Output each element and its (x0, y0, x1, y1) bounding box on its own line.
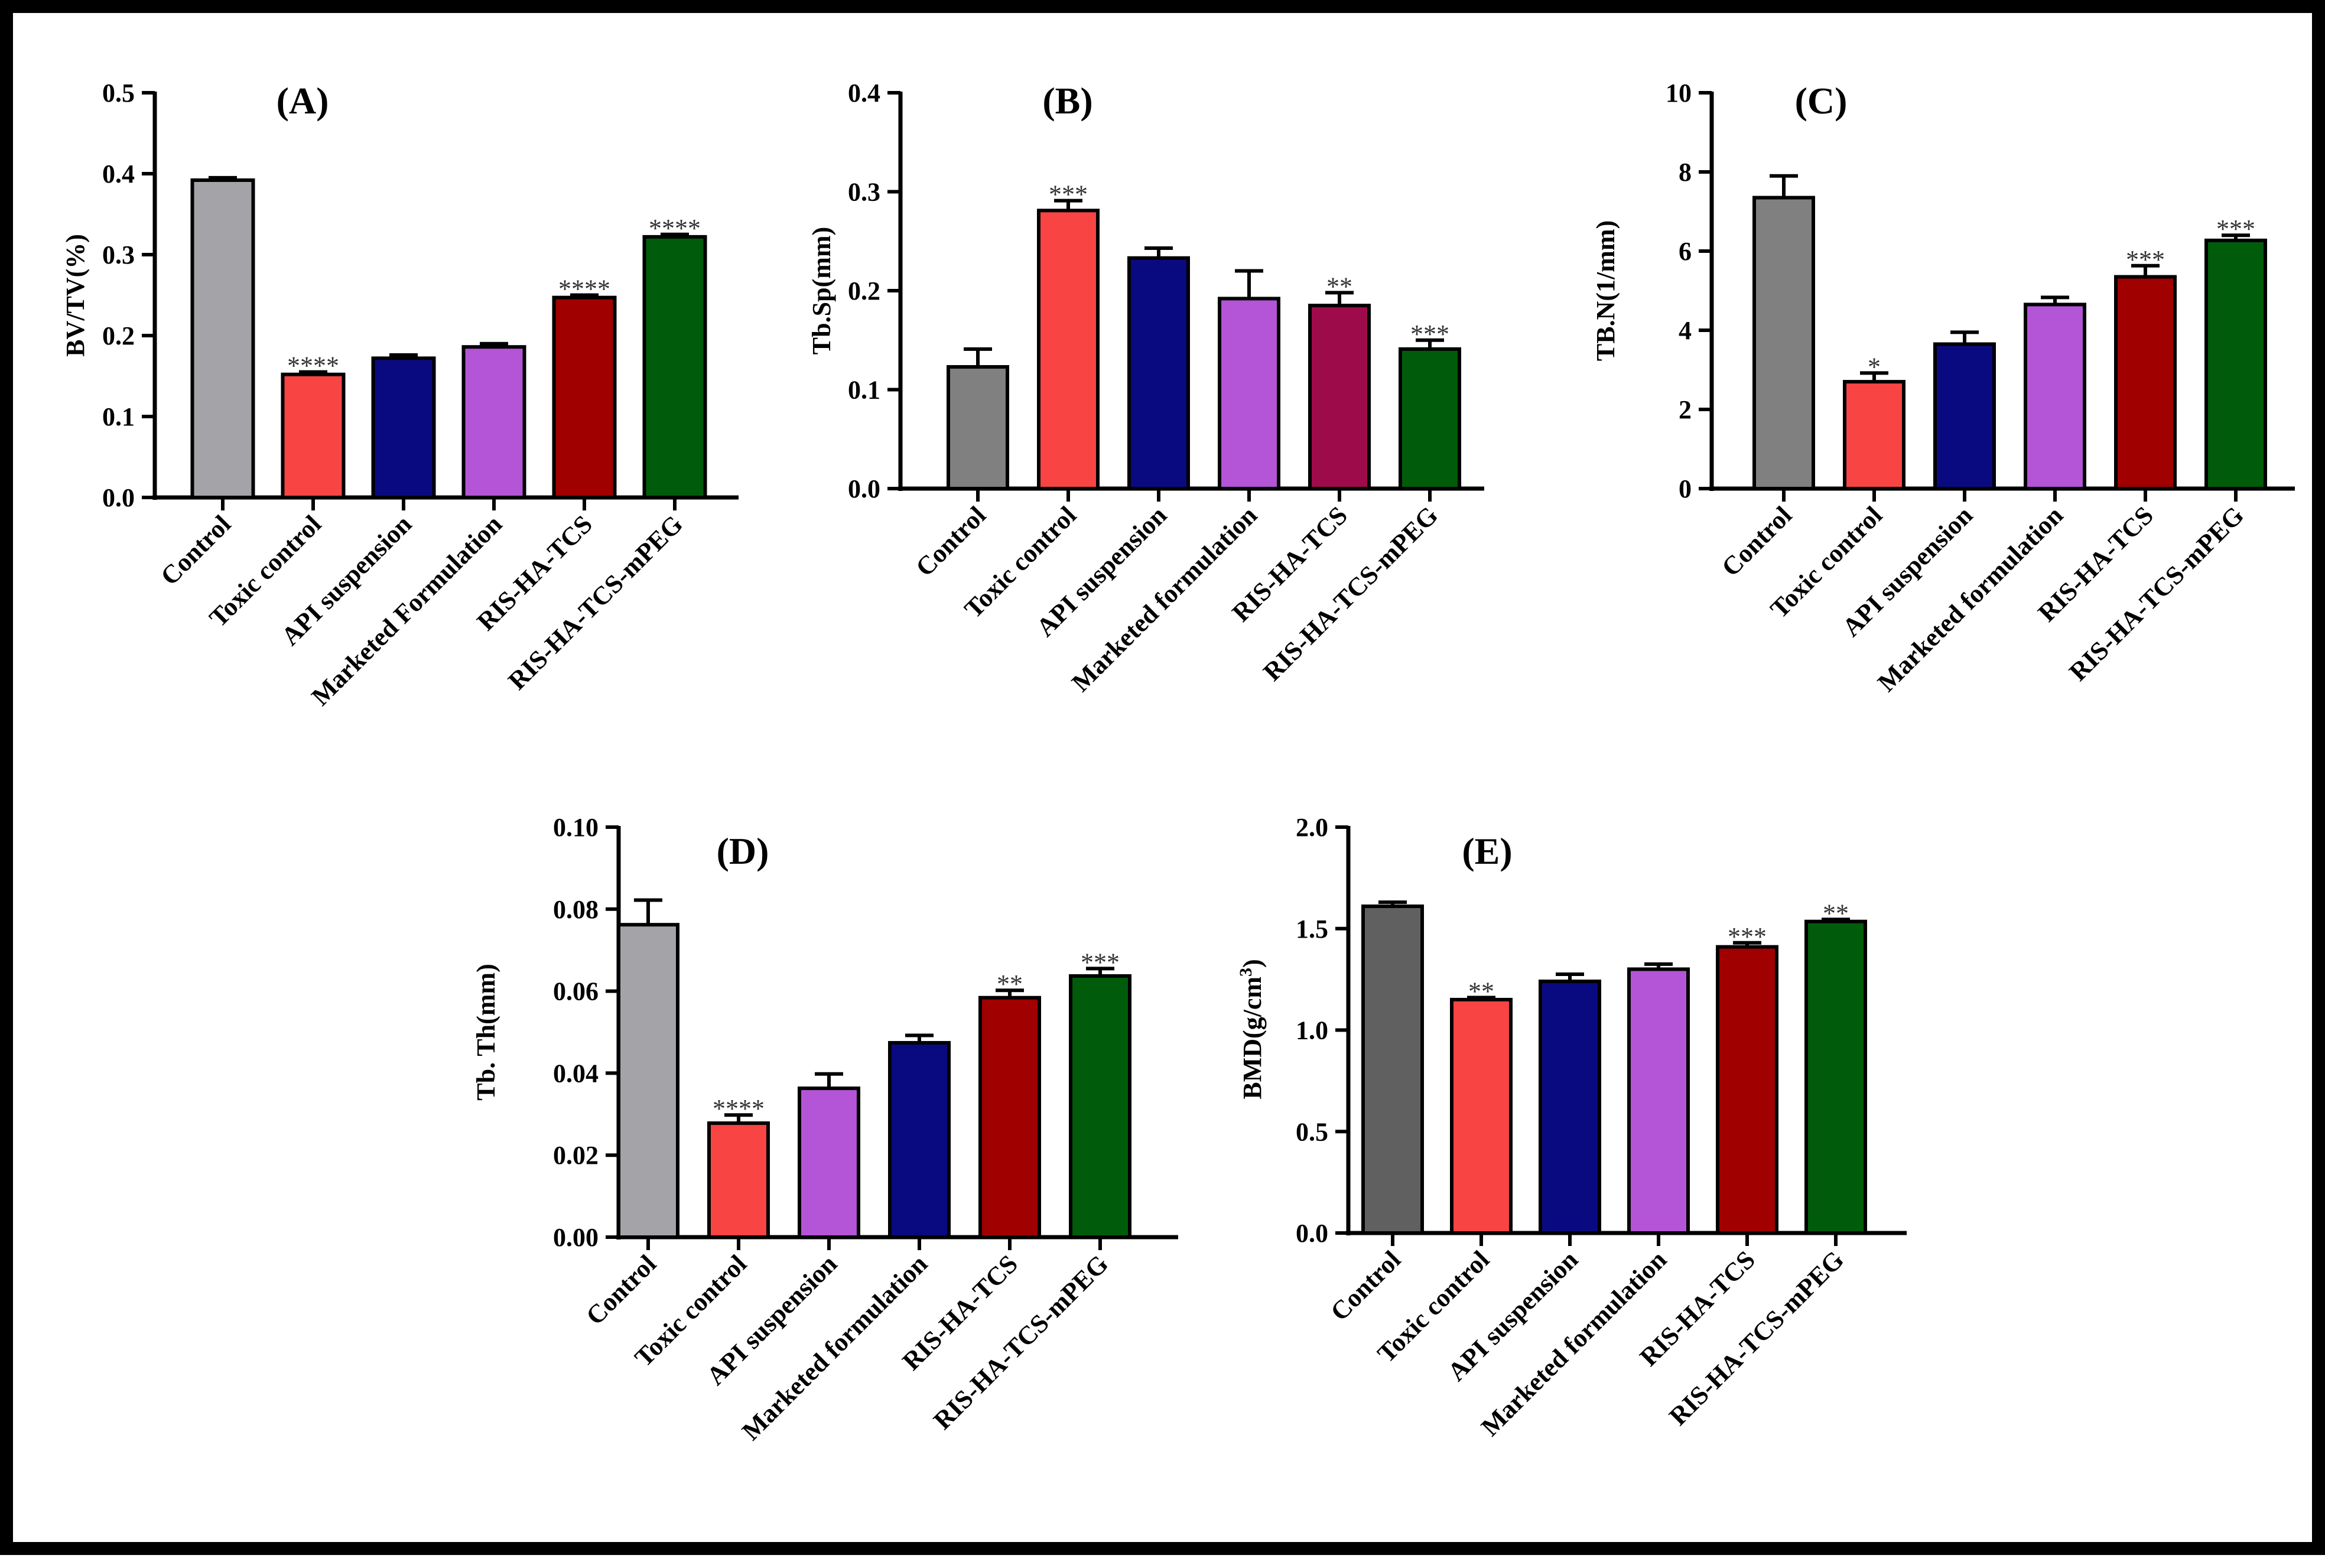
y-tick-label: 0.10 (553, 813, 599, 842)
y-axis-label: TB.N(1/mm) (1591, 220, 1620, 361)
y-axis-label: Tb.Sp(mm) (807, 227, 836, 354)
y-tick-label: 0.5 (102, 79, 135, 108)
y-tick-label: 0.5 (1296, 1117, 1328, 1146)
y-tick-label: 0.0 (848, 474, 880, 503)
bar (798, 1086, 860, 1239)
y-tick-label: 0.3 (848, 178, 880, 207)
bar (552, 295, 617, 499)
significance-marker: **** (713, 1094, 765, 1123)
significance-marker: *** (2126, 245, 2165, 274)
bar (1539, 980, 1601, 1235)
significance-marker: ** (1823, 899, 1849, 928)
y-tick-label: 1.5 (1296, 915, 1328, 944)
y-tick-label: 0.00 (553, 1223, 599, 1252)
significance-marker: ** (997, 970, 1023, 998)
significance-marker: *** (1728, 922, 1767, 951)
bar (1627, 967, 1690, 1235)
y-tick-label: 0.4 (848, 79, 880, 108)
panel-title: (E) (1462, 830, 1512, 872)
y-tick-label: 0 (1679, 474, 1692, 503)
chart-b: 0.00.10.20.30.4Tb.Sp(mm)(B)Control***Tox… (807, 79, 1484, 697)
y-tick-label: 0.3 (102, 240, 135, 269)
bar (1752, 196, 1815, 490)
y-tick-label: 0.2 (848, 276, 880, 305)
y-axis-label: BMD(g/cm3) (1236, 959, 1267, 1099)
bar (1361, 904, 1424, 1235)
bar (371, 356, 436, 499)
significance-marker: **** (649, 214, 701, 243)
y-axis-label: BV/TV(%) (61, 234, 90, 357)
y-tick-label: 1.0 (1296, 1016, 1328, 1045)
y-tick-label: 2 (1679, 395, 1692, 424)
x-tick-label: RIS-HA-TCS-mPEG (1663, 1245, 1849, 1431)
significance-marker: *** (1410, 320, 1449, 349)
y-tick-label: 0.1 (102, 402, 135, 431)
bar (461, 345, 526, 499)
bar (1804, 919, 1867, 1235)
significance-marker: ** (1468, 977, 1494, 1006)
y-tick-label: 2.0 (1296, 813, 1328, 842)
y-tick-label: 0.1 (848, 376, 880, 405)
y-tick-label: 0.02 (553, 1141, 599, 1170)
significance-marker: *** (1049, 180, 1088, 209)
bar (1308, 304, 1371, 490)
bar (1218, 297, 1280, 490)
y-tick-label: 10 (1666, 79, 1692, 108)
panel-title: (C) (1795, 80, 1848, 122)
y-tick-label: 0.2 (102, 321, 135, 350)
significance-marker: ** (1326, 272, 1352, 301)
panel-title: (B) (1042, 80, 1092, 122)
y-axis-label-superscript: 3 (1236, 968, 1256, 977)
y-tick-label: 0.4 (102, 160, 135, 188)
y-axis-label: Tb. Th(mm) (471, 964, 500, 1100)
bar (2024, 302, 2086, 490)
chart-e: 0.00.51.01.52.0BMD(g/cm3)(E)Control**Tox… (1236, 813, 1907, 1442)
significance-marker: **** (558, 275, 610, 304)
bar (281, 372, 346, 500)
y-tick-label: 0.08 (553, 895, 599, 924)
significance-marker: **** (287, 352, 339, 380)
panel-title: (D) (717, 830, 769, 872)
bar (617, 923, 679, 1239)
y-tick-label: 8 (1679, 158, 1692, 187)
bar (1843, 380, 1905, 490)
significance-marker: *** (2216, 214, 2255, 243)
significance-marker: * (1868, 352, 1881, 381)
bar (1399, 347, 1461, 491)
bar (642, 235, 707, 499)
chart-a: 0.00.10.20.30.40.5BV/TV(%)(A)Control****… (61, 79, 739, 711)
bar (888, 1041, 951, 1239)
y-tick-label: 6 (1679, 237, 1692, 266)
y-tick-label: 0.04 (553, 1059, 599, 1088)
y-axis-label-suffix: ) (1238, 959, 1267, 968)
x-tick-label: Control (1325, 1245, 1406, 1326)
bar (1450, 997, 1513, 1235)
bar (2114, 275, 2177, 490)
y-tick-label: 0.0 (1296, 1219, 1328, 1248)
bar (190, 178, 255, 499)
bar (707, 1121, 770, 1239)
bar (1716, 945, 1778, 1235)
bar (1037, 209, 1100, 490)
significance-marker: *** (1081, 948, 1120, 977)
y-tick-label: 4 (1679, 316, 1692, 345)
y-tick-label: 0.06 (553, 977, 599, 1006)
panel-title: (A) (277, 80, 329, 122)
y-tick-label: 0.0 (102, 483, 135, 512)
